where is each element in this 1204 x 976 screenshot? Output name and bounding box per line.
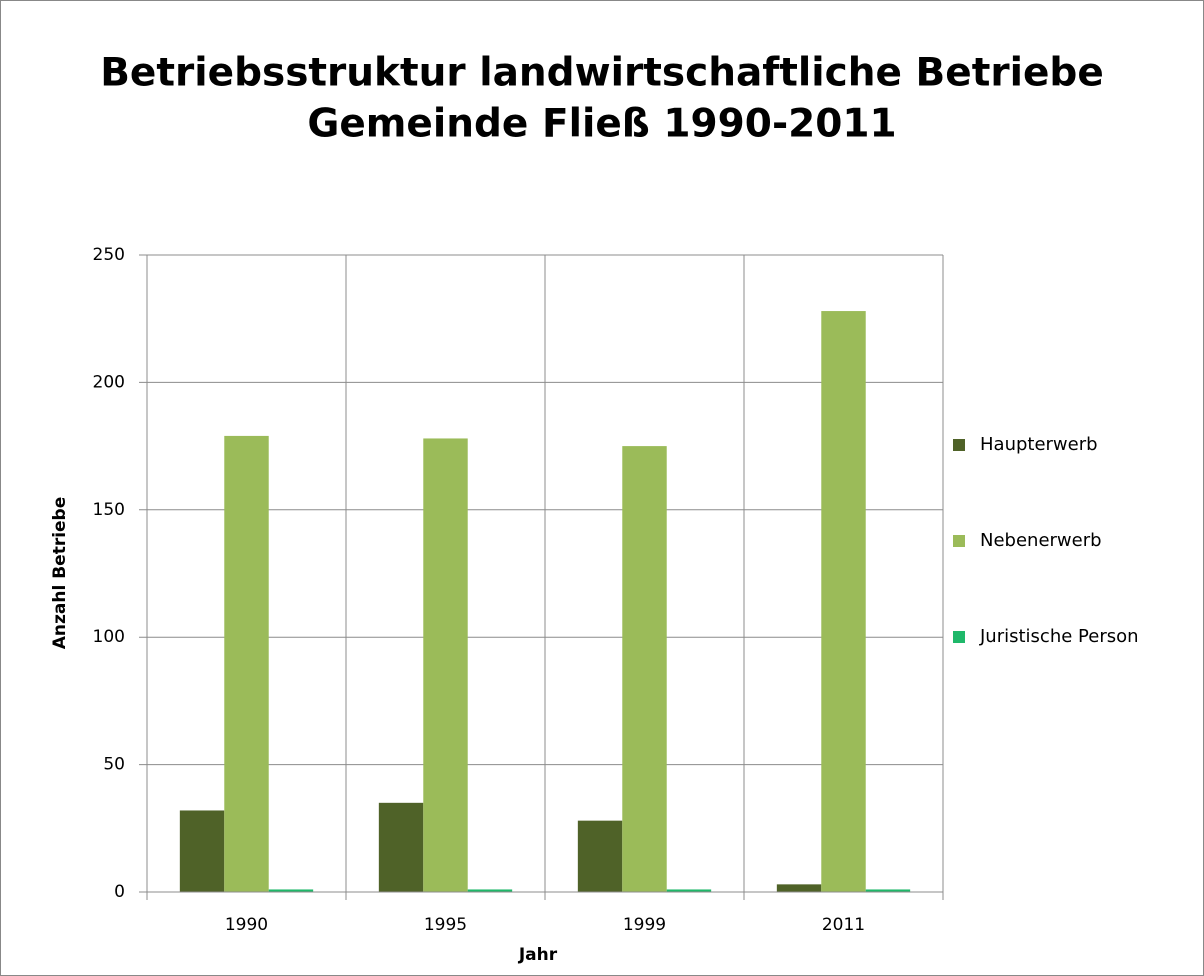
legend-swatch — [953, 631, 965, 643]
y-tick-label: 250 — [93, 245, 125, 265]
bar — [577, 820, 623, 892]
legend-swatch — [953, 535, 965, 547]
bar — [467, 889, 513, 892]
bar — [622, 446, 667, 892]
legend-label: Nebenerwerb — [980, 530, 1102, 551]
x-tick-label: 1990 — [225, 915, 268, 935]
x-axis-title: Jahr — [518, 945, 558, 965]
y-tick-label: 0 — [114, 882, 125, 902]
y-tick-label: 100 — [93, 627, 125, 647]
x-tick-label: 1995 — [424, 915, 467, 935]
x-tick-label: 1999 — [623, 915, 666, 935]
y-tick-label: 50 — [103, 755, 125, 775]
bar — [423, 438, 468, 892]
y-tick-label: 150 — [93, 500, 125, 520]
legend-swatch — [953, 439, 965, 451]
bar — [268, 889, 314, 892]
y-axis-title: Anzahl Betriebe — [50, 497, 70, 650]
bar — [865, 889, 911, 892]
bar — [821, 311, 866, 892]
x-tick-label: 2011 — [822, 915, 865, 935]
legend-label: Haupterwerb — [980, 434, 1098, 455]
bar — [224, 435, 269, 892]
bar — [378, 802, 424, 892]
bar — [179, 810, 225, 892]
chart-title: Gemeinde Fließ 1990-2011 — [307, 102, 896, 147]
bar — [666, 889, 712, 892]
chart-title: Betriebsstruktur landwirtschaftliche Bet… — [100, 51, 1104, 96]
y-tick-label: 200 — [93, 372, 125, 392]
bar — [776, 884, 822, 892]
legend-label: Juristische Person — [979, 626, 1139, 647]
